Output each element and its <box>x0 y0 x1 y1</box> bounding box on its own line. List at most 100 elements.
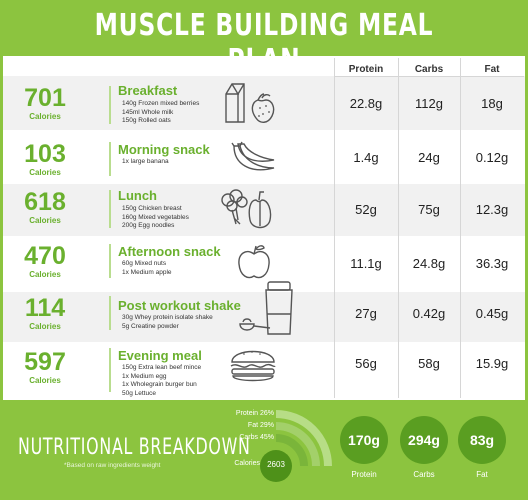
broccoli-pepper-icon <box>221 189 272 229</box>
calories-value: 701 <box>24 84 66 112</box>
total-fat-circle: 83g <box>458 416 506 464</box>
shaker-scoop-icon <box>239 281 293 335</box>
meal-name: Morning snack <box>118 142 210 157</box>
meal-item: 1x Medium egg <box>122 372 167 380</box>
column-header-fat: Fat <box>484 64 500 75</box>
meal-item: 60g Mixed nuts <box>122 260 167 267</box>
carbs-cell: 112g <box>415 96 443 111</box>
meal-items: 60g Mixed nuts 1x Medium apple <box>122 260 172 277</box>
calories-value: 618 <box>24 188 66 216</box>
meal-item: 1x large banana <box>122 158 169 165</box>
arc-label-fat: Fat 29% <box>247 422 274 429</box>
calories-label: Calories <box>29 216 61 225</box>
total-carbs-circle: 294g <box>400 416 448 464</box>
meal-items: 150g Extra lean beef mince 1x Medium egg… <box>122 364 201 398</box>
fat-cell: 15.9g <box>475 356 509 371</box>
arc-carbs <box>275 434 308 467</box>
protein-cell: 27g <box>355 306 377 321</box>
row-stripe <box>3 76 525 130</box>
banana-icon <box>231 141 275 171</box>
meal-item: 1x Medium apple <box>122 268 172 276</box>
arc-label-protein: Protein 26% <box>235 410 274 417</box>
burger-icon <box>230 350 276 382</box>
grid-line <box>334 76 524 77</box>
protein-cell: 11.1g <box>350 256 382 271</box>
column-header-carbs: Carbs <box>414 64 444 75</box>
calories-value: 103 <box>24 140 66 168</box>
meal-item: 5g Creatine powder <box>122 322 179 330</box>
fat-cell: 36.3g <box>475 256 509 271</box>
meal-item: 50g Lettuce <box>122 389 156 397</box>
grid-line <box>334 58 335 398</box>
meal-name: Post workout shake <box>118 298 241 313</box>
breakdown-title: NUTRITIONAL BREAKDOWN <box>18 435 251 460</box>
calories-value: 470 <box>24 242 66 270</box>
calories-value: 597 <box>24 348 66 376</box>
protein-cell: 22.8g <box>349 96 383 111</box>
total-calories-value: 2603 <box>267 460 285 469</box>
meal-row-lunch: 618 Calories Lunch 150g Chicken breast 1… <box>0 184 528 240</box>
meal-name: Afternoon snack <box>118 244 221 259</box>
total-protein-label: Protein <box>351 470 377 479</box>
fat-cell: 12.3g <box>475 202 509 217</box>
meal-items: 30g Whey protein isolate shake 5g Creati… <box>122 314 213 331</box>
fat-cell: 0.45g <box>475 306 509 321</box>
meal-item: 150g Extra lean beef mince <box>122 364 202 371</box>
arc-protein <box>275 410 332 467</box>
meal-item: 145ml Whole milk <box>122 108 174 116</box>
arc-label-calories: Calories <box>234 460 260 467</box>
apple-icon <box>238 245 270 279</box>
nutritional-breakdown-panel: NUTRITIONAL BREAKDOWN *Based on raw ingr… <box>0 400 528 500</box>
meal-items: 140g Frozen mixed berries 145ml Whole mi… <box>122 100 199 126</box>
carbs-cell: 58g <box>418 356 440 371</box>
meal-item: 1x Wholegrain burger bun <box>122 381 197 388</box>
carbs-cell: 24.8g <box>412 256 446 271</box>
fat-cell: 18g <box>481 96 503 111</box>
calories-value: 114 <box>24 294 66 322</box>
calories-label: Calories <box>29 322 61 331</box>
divider <box>109 348 111 392</box>
grid-line <box>460 58 461 398</box>
divider <box>109 296 111 330</box>
meal-items: 150g Chicken breast 160g Mixed vegetable… <box>122 205 189 231</box>
calories-label: Calories <box>29 112 61 121</box>
meal-row-morning-snack: 103 Calories Morning snack 1x large bana… <box>0 130 528 186</box>
meal-item: 200g Egg noodles <box>122 222 175 229</box>
calories-circle <box>260 450 292 482</box>
carbs-cell: 24g <box>418 150 440 165</box>
grid-line <box>398 58 399 398</box>
macro-arc-chart <box>260 410 332 482</box>
protein-cell: 1.4g <box>353 150 379 165</box>
milk-strawberry-icon <box>225 83 275 123</box>
protein-cell: 52g <box>355 202 377 217</box>
meal-row-post-workout-shake: 114 Calories Post workout shake 30g Whey… <box>0 281 528 348</box>
meal-item: 160g Mixed vegetables <box>122 213 189 221</box>
meal-name: Lunch <box>118 188 157 203</box>
column-header-protein: Protein <box>348 64 384 75</box>
meal-row-evening-meal: 597 Calories Evening meal 150g Extra lea… <box>0 344 528 400</box>
meal-item: 150g Chicken breast <box>122 205 182 212</box>
meal-row-breakfast: 701 Calories Breakfast 140g Frozen mixed… <box>0 76 528 132</box>
total-carbs-label: Carbs <box>413 470 435 479</box>
fat-cell: 0.12g <box>475 150 509 165</box>
meal-items: 1x large banana <box>122 158 169 167</box>
header-banner: MUSCLE BUILDING MEAL PLAN <box>0 0 528 78</box>
divider <box>109 244 111 278</box>
divider <box>109 86 111 124</box>
arc-label-carbs: Carbs 45% <box>239 434 274 441</box>
row-stripe <box>3 292 525 342</box>
meal-item: 150g Rolled oats <box>122 117 171 124</box>
total-protein-circle: 170g <box>340 416 388 464</box>
meal-name: Evening meal <box>118 348 202 363</box>
arc-fat <box>275 422 320 467</box>
meal-item: 140g Frozen mixed berries <box>122 100 200 107</box>
carbs-cell: 75g <box>418 202 440 217</box>
breakdown-subtitle: *Based on raw ingredients weight <box>64 462 161 469</box>
meal-row-afternoon-snack: 470 Calories Afternoon snack 60g Mixed n… <box>0 238 528 294</box>
carbs-cell: 0.42g <box>412 306 446 321</box>
total-fat-label: Fat <box>476 470 488 479</box>
calories-label: Calories <box>29 168 61 177</box>
protein-cell: 56g <box>355 356 377 371</box>
meal-name: Breakfast <box>118 83 178 98</box>
divider <box>109 142 111 176</box>
